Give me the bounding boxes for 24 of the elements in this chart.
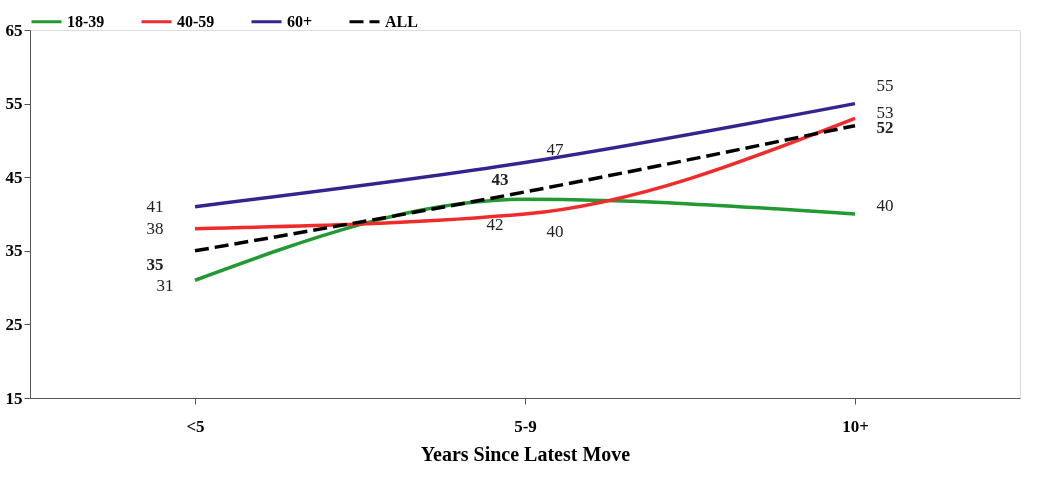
data-label: 43 bbox=[491, 169, 509, 189]
data-label: 35 bbox=[146, 254, 164, 274]
y-tick-label: 65 bbox=[5, 20, 23, 40]
data-label: 40 bbox=[546, 222, 564, 241]
data-label: 55 bbox=[876, 75, 894, 95]
legend-label: 18-39 bbox=[67, 12, 105, 30]
y-tick-label: 55 bbox=[5, 94, 23, 114]
y-tick-label: 35 bbox=[5, 241, 23, 261]
legend-label: 40-59 bbox=[177, 12, 215, 30]
x-tick-label: 5-9 bbox=[514, 416, 537, 436]
y-tick-label: 45 bbox=[5, 167, 23, 187]
x-tick-label: <5 bbox=[186, 416, 205, 436]
data-label: 42 bbox=[486, 215, 504, 235]
legend-label: 60+ bbox=[287, 12, 313, 30]
data-label: 41 bbox=[146, 196, 164, 216]
data-label: 47 bbox=[546, 140, 564, 160]
y-tick-label: 25 bbox=[5, 314, 23, 334]
legend-label: ALL bbox=[385, 12, 418, 30]
data-label: 40 bbox=[876, 196, 894, 215]
x-tick-label: 10+ bbox=[842, 416, 869, 436]
x-axis-title: Years Since Latest Move bbox=[420, 442, 631, 465]
data-label: 38 bbox=[146, 218, 164, 238]
y-tick-label: 15 bbox=[5, 388, 23, 408]
data-label: 31 bbox=[156, 276, 174, 296]
